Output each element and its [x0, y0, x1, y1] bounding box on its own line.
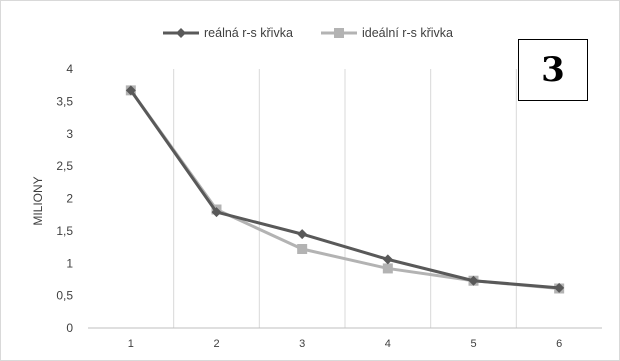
y-tick-label: 0: [66, 321, 73, 335]
series-line: [129, 89, 560, 290]
x-tick-label: 4: [385, 338, 391, 350]
y-tick-label: 0,5: [56, 289, 73, 303]
axes: 0 0,5 1 1,5 2 2,5 3 3,5 4 1 2 3 4 5 6: [56, 62, 602, 350]
legend-label: reálná r-s křivka: [204, 26, 293, 40]
grid-lines: [173, 69, 517, 328]
figure-number-badge: 3: [518, 39, 588, 101]
y-tick-label: 2: [66, 192, 73, 206]
data-point: [382, 254, 393, 265]
legend-marker: [334, 28, 344, 38]
data-point: [297, 244, 308, 255]
data-point: [211, 207, 222, 218]
data-point: [382, 263, 393, 274]
y-tick-label: 4: [66, 62, 73, 76]
data-point: [468, 275, 479, 286]
x-tick-label: 2: [213, 338, 219, 350]
legend-label: ideální r-s křivka: [362, 26, 453, 40]
y-tick-label: 3,5: [56, 94, 73, 108]
legend-marker: [176, 28, 186, 38]
series-lines: [125, 85, 565, 294]
x-tick-label: 3: [299, 338, 305, 350]
y-tick-label: 1,5: [56, 224, 73, 238]
y-tick-label: 1: [66, 256, 73, 270]
y-axis-label: MILIONY: [31, 176, 45, 225]
x-tick-label: 5: [470, 338, 476, 350]
data-point: [554, 282, 565, 293]
y-tick-label: 2,5: [56, 159, 73, 173]
x-tick-label: 6: [556, 338, 562, 350]
legend: reálná r-s křivka ideální r-s křivka: [163, 26, 453, 40]
y-tick-label: 3: [66, 127, 73, 141]
data-point: [297, 229, 308, 240]
x-tick-label: 1: [128, 338, 134, 350]
